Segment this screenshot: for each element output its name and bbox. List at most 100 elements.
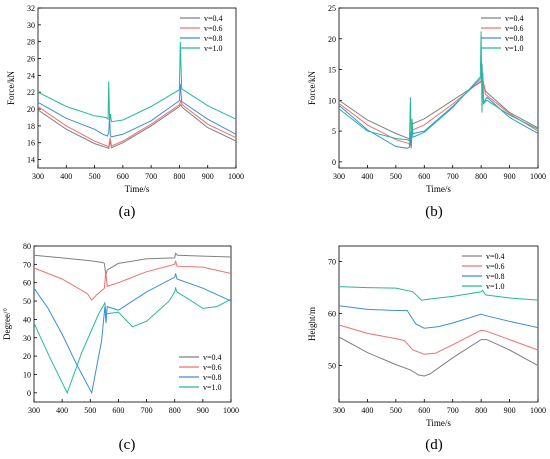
series-line — [339, 63, 538, 149]
x-tick-label: 400 — [60, 172, 72, 181]
series-line — [38, 103, 236, 150]
x-tick-label: 500 — [390, 172, 402, 181]
x-tick-label: 300 — [333, 172, 345, 181]
x-tick-label: 700 — [447, 406, 459, 415]
series-line — [339, 31, 538, 143]
panel-caption: (b) — [425, 204, 443, 220]
x-tick-label: 600 — [418, 172, 430, 181]
panel-b: 300 400 500 600 700 800 900 1000 0 5 10 15 20 25 Time/… — [307, 4, 546, 220]
y-tick-label: 28 — [27, 38, 35, 47]
y-axis-label: Force/kN — [307, 71, 317, 105]
x-tick-label: 400 — [361, 172, 373, 181]
series-line — [34, 260, 231, 301]
panel-caption: (c) — [119, 437, 136, 453]
legend-label: v=1.0 — [486, 282, 505, 291]
legend-label: v=0.8 — [203, 373, 222, 382]
x-tick-label: 800 — [173, 172, 185, 181]
x-tick-label: 500 — [89, 172, 101, 181]
panel-caption: (d) — [425, 437, 443, 453]
legend-label: v=0.6 — [203, 363, 222, 372]
x-tick-label: 300 — [32, 172, 44, 181]
y-tick-label: 60 — [23, 279, 31, 288]
x-tick-label: 1000 — [530, 172, 546, 181]
y-tick-label: 32 — [27, 4, 35, 13]
series-line — [34, 273, 231, 395]
series-line — [339, 76, 538, 147]
series-line — [34, 252, 231, 276]
legend-label: v=0.8 — [204, 34, 223, 43]
legend-label: v=0.4 — [204, 14, 223, 23]
x-tick-label: 300 — [28, 406, 40, 415]
y-axis-label: Degree/° — [2, 308, 12, 340]
x-tick-label: 900 — [504, 406, 516, 415]
y-tick-label: 20 — [23, 352, 31, 361]
y-tick-label: 5 — [332, 127, 336, 136]
panel-caption: (a) — [119, 204, 136, 220]
x-tick-label: 600 — [418, 406, 430, 415]
series-line — [38, 83, 236, 138]
y-tick-label: 30 — [23, 334, 31, 343]
legend-label: v=0.4 — [505, 14, 524, 23]
y-axis-label: Height/m — [307, 307, 317, 341]
y-tick-label: 80 — [23, 242, 31, 251]
series-line — [339, 305, 538, 329]
y-tick-label: 15 — [328, 66, 336, 75]
x-tick-label: 400 — [361, 406, 373, 415]
x-tick-label: 700 — [141, 406, 153, 415]
x-tick-label: 1000 — [223, 406, 239, 415]
y-tick-label: 26 — [27, 55, 35, 64]
y-tick-label: 20 — [27, 105, 35, 114]
legend-label: v=0.8 — [486, 272, 505, 281]
y-tick-label: 10 — [328, 96, 336, 105]
x-tick-label: 700 — [145, 172, 157, 181]
legend-label: v=0.4 — [486, 252, 505, 261]
plot-frame — [33, 245, 232, 403]
panel-a: 300 400 500 600 700 800 900 1000 14 16 18 20 22 24 26 2… — [6, 4, 244, 220]
y-tick-label: 40 — [23, 315, 31, 324]
y-tick-label: 25 — [328, 4, 336, 13]
series-line — [339, 324, 538, 355]
y-tick-label: 50 — [23, 297, 31, 306]
x-tick-label: 500 — [84, 406, 96, 415]
panel-d: 300 400 500 600 700 800 900 1000 50 60 70 Time/s Hei… — [307, 245, 546, 453]
x-axis-label: Time/s — [125, 184, 150, 194]
x-tick-label: 700 — [447, 172, 459, 181]
x-tick-label: 900 — [197, 406, 209, 415]
x-axis-label: Time/s — [426, 184, 451, 194]
panel-c: 300 400 500 600 700 800 900 1000 0 10 20 30 40 50 60 70… — [2, 242, 239, 453]
y-axis-label: Force/kN — [6, 71, 16, 105]
x-tick-label: 800 — [475, 172, 487, 181]
y-tick-label: 20 — [328, 35, 336, 44]
x-tick-label: 600 — [112, 406, 124, 415]
series-line — [34, 286, 231, 395]
plot-frame — [37, 7, 237, 169]
series-line — [339, 336, 538, 377]
plot-frame — [338, 245, 539, 403]
y-tick-label: 30 — [27, 21, 35, 30]
legend-label: v=0.6 — [505, 24, 524, 33]
x-tick-label: 800 — [169, 406, 181, 415]
y-tick-label: 22 — [27, 88, 35, 97]
x-axis-label: Time/s — [426, 418, 451, 428]
y-tick-label: 70 — [328, 258, 336, 267]
legend-label: v=0.4 — [203, 353, 222, 362]
x-tick-label: 400 — [56, 406, 68, 415]
series-line — [339, 286, 538, 301]
y-tick-label: 0 — [332, 158, 336, 167]
series-line — [38, 99, 236, 148]
x-tick-label: 500 — [390, 406, 402, 415]
x-tick-label: 800 — [475, 406, 487, 415]
legend-label: v=1.0 — [505, 44, 524, 53]
y-tick-label: 60 — [328, 310, 336, 319]
y-tick-label: 24 — [27, 71, 35, 80]
legend-label: v=0.8 — [505, 34, 524, 43]
x-tick-label: 1000 — [530, 406, 546, 415]
y-tick-label: 50 — [328, 362, 336, 371]
x-tick-label: 900 — [202, 172, 214, 181]
x-tick-label: 600 — [117, 172, 129, 181]
y-tick-label: 14 — [27, 156, 35, 165]
plot-frame — [338, 7, 539, 169]
x-tick-label: 300 — [333, 406, 345, 415]
legend-label: v=1.0 — [203, 383, 222, 392]
legend-label: v=0.6 — [486, 262, 505, 271]
